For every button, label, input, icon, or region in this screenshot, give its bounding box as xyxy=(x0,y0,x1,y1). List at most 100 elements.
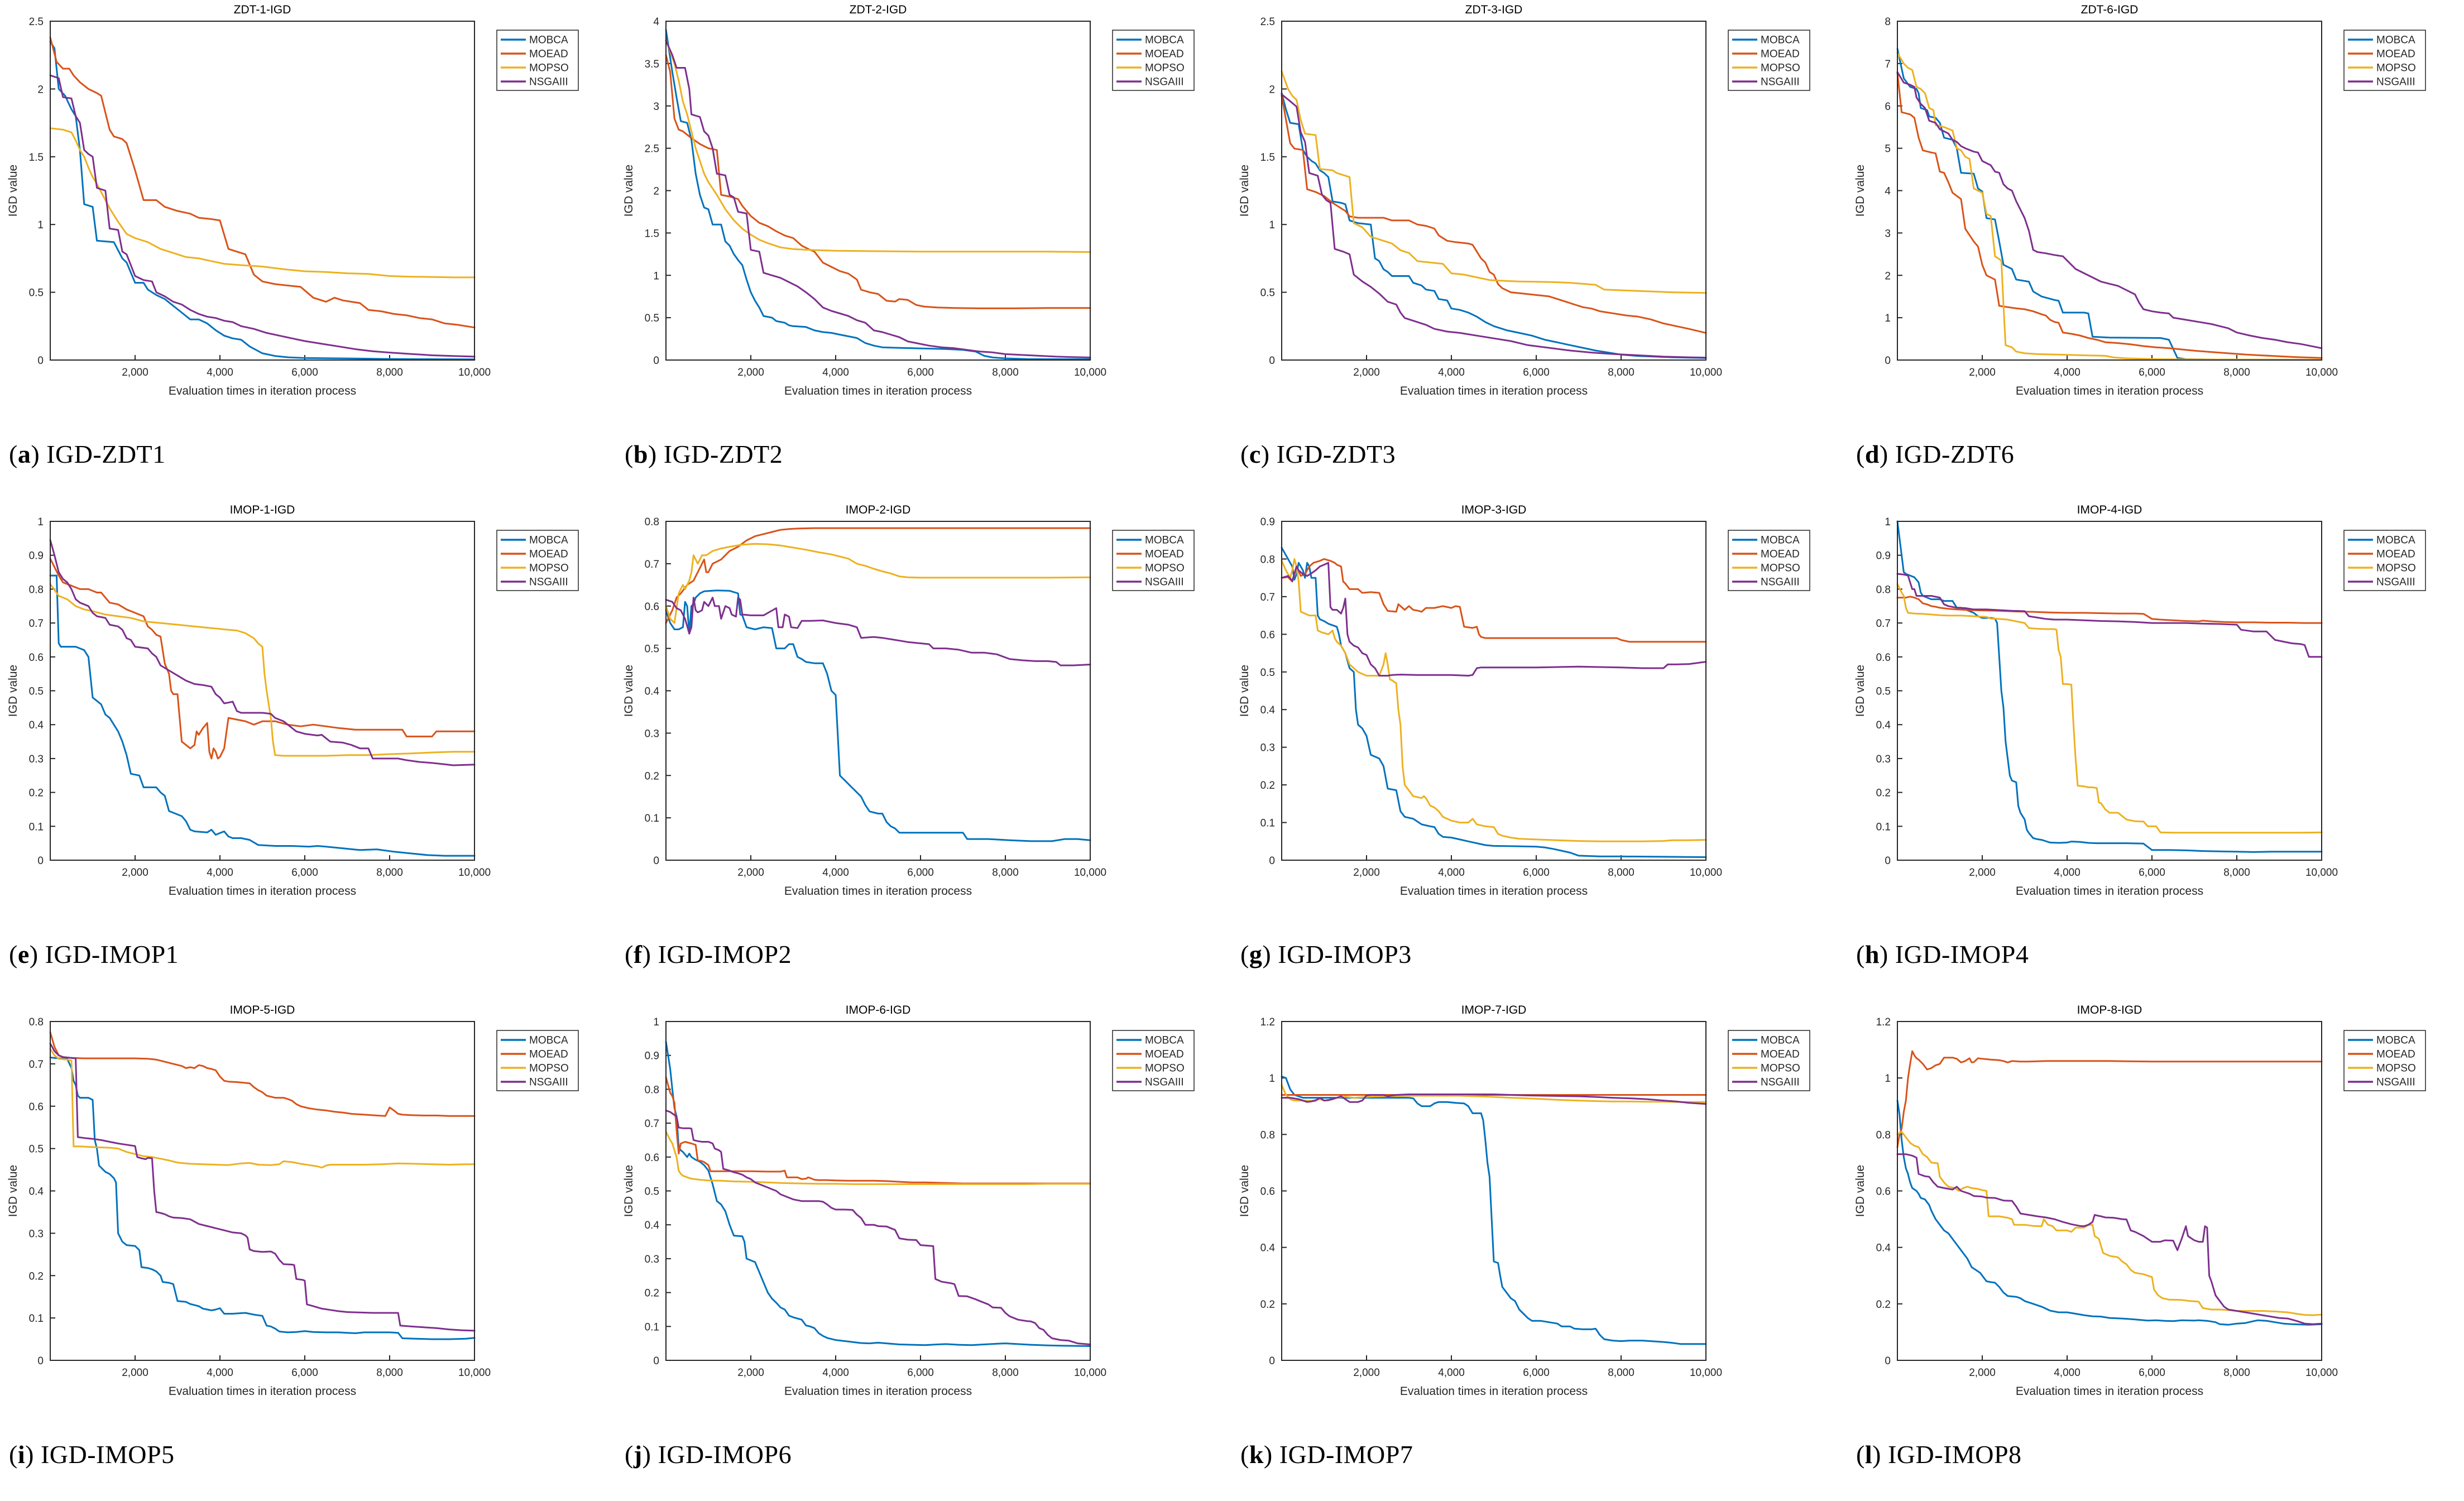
y-tick-label: 0.8 xyxy=(1876,584,1891,596)
legend-label-NSGAIII: NSGAIII xyxy=(1145,76,1184,88)
chart-title: IMOP-2-IGD xyxy=(846,503,911,516)
caption-letter: g xyxy=(1249,939,1263,968)
y-tick-label: 0.6 xyxy=(1876,652,1891,664)
caption-letter: b xyxy=(633,439,648,468)
x-tick-label: 6,000 xyxy=(1523,867,1550,879)
caption-paren-close: ) xyxy=(1260,439,1270,468)
plot-box xyxy=(665,521,1091,861)
y-tick-label: 0.4 xyxy=(645,1220,660,1231)
y-tick-label: 2.5 xyxy=(645,143,659,155)
x-tick-label: 10,000 xyxy=(458,867,491,879)
plot-box xyxy=(1897,521,2322,861)
y-tick-label: 4 xyxy=(1885,186,1891,198)
y-tick-label: 4 xyxy=(653,16,659,28)
series-line-MOPSO xyxy=(665,543,1091,624)
y-tick-label: 3.5 xyxy=(645,59,659,70)
caption-paren-open: ( xyxy=(1240,439,1249,468)
y-tick-label: 0 xyxy=(653,1355,659,1367)
series-line-MOBCA xyxy=(665,1040,1091,1347)
chart-svg-IMOP-1-IGD: IMOP-1-IGD 0 0.1 0.2 0.3 0.4 0.5 0.6 0.7 0.8 0.9 1 2… xyxy=(7,503,579,898)
plot-box xyxy=(665,1021,1091,1361)
x-axis-label: Evaluation times in iteration process xyxy=(784,885,972,898)
legend-label-MOPSO: MOPSO xyxy=(2376,63,2416,74)
y-tick-label: 0 xyxy=(1269,1355,1275,1367)
series-line-MOPSO xyxy=(1281,70,1707,294)
legend-box: MOBCA MOEAD MOPSO NSGAIII xyxy=(1728,30,1810,91)
legend-box: MOBCA MOEAD MOPSO NSGAIII xyxy=(1728,530,1810,591)
caption-label: IGD-IMOP1 xyxy=(45,939,179,968)
x-tick-label: 4,000 xyxy=(2054,367,2081,378)
caption-label: IGD-ZDT2 xyxy=(663,439,783,468)
chart-caption-a: (a) IGD-ZDT1 xyxy=(0,407,616,500)
caption-paren-close: ) xyxy=(1262,939,1272,968)
x-tick-label: 2,000 xyxy=(122,867,148,879)
x-tick-label: 8,000 xyxy=(376,867,403,879)
y-tick-label: 0 xyxy=(37,855,44,867)
series-line-MOPSO xyxy=(1896,583,2323,834)
x-tick-label: 4,000 xyxy=(2054,867,2081,879)
legend-box: MOBCA MOEAD MOPSO NSGAIII xyxy=(496,30,579,91)
y-tick-label: 2 xyxy=(653,186,659,198)
legend-label-MOBCA: MOBCA xyxy=(1761,535,1800,546)
y-tick-label: 1 xyxy=(1885,516,1891,528)
y-tick-label: 0.2 xyxy=(1876,1299,1891,1311)
caption-paren-open: ( xyxy=(9,439,18,468)
caption-letter-group: (e) xyxy=(9,939,39,969)
x-tick-label: 6,000 xyxy=(2139,1367,2165,1379)
caption-letter: j xyxy=(633,1440,643,1469)
x-axis-label: Evaluation times in iteration process xyxy=(169,885,356,898)
x-tick-label: 6,000 xyxy=(291,867,318,879)
x-tick-label: 10,000 xyxy=(458,1367,491,1379)
series-line-MOEAD xyxy=(49,558,476,760)
legend-label-MOPSO: MOPSO xyxy=(1145,563,1185,574)
chart-title: IMOP-1-IGD xyxy=(230,503,295,516)
caption-letter-group: (k) xyxy=(1240,1440,1273,1469)
x-tick-label: 6,000 xyxy=(291,1367,318,1379)
y-tick-label: 1.5 xyxy=(1260,152,1275,164)
legend-box: MOBCA MOEAD MOPSO NSGAIII xyxy=(496,1030,579,1091)
legend-label-MOBCA: MOBCA xyxy=(1145,1035,1184,1047)
legend-box: MOBCA MOEAD MOPSO NSGAIII xyxy=(2343,1030,2426,1091)
series-line-MOEAD xyxy=(665,54,1091,309)
y-tick-label: 0.1 xyxy=(29,1313,44,1325)
x-tick-label: 8,000 xyxy=(1608,367,1634,378)
y-tick-label: 0.5 xyxy=(1876,686,1891,698)
x-axis-label: Evaluation times in iteration process xyxy=(1400,385,1588,397)
caption-label: IGD-IMOP2 xyxy=(658,939,792,968)
legend-label-NSGAIII: NSGAIII xyxy=(1145,1077,1184,1088)
chart-caption-c: (c) IGD-ZDT3 xyxy=(1231,407,1847,500)
legend-box: MOBCA MOEAD MOPSO NSGAIII xyxy=(1112,530,1195,591)
x-tick-label: 4,000 xyxy=(822,867,849,879)
legend-label-MOBCA: MOBCA xyxy=(2376,535,2415,546)
caption-paren-open: ( xyxy=(625,439,634,468)
y-tick-label: 0.8 xyxy=(29,584,44,596)
legend-border xyxy=(2343,30,2426,91)
y-tick-label: 2 xyxy=(1885,270,1891,282)
x-tick-label: 8,000 xyxy=(2223,367,2250,378)
caption-paren-close: ) xyxy=(25,1440,34,1469)
x-tick-label: 2,000 xyxy=(1969,1367,1996,1379)
y-tick-label: 0.5 xyxy=(1260,287,1275,299)
y-tick-label: 0.8 xyxy=(1260,554,1275,565)
y-tick-label: 0.8 xyxy=(1876,1129,1891,1141)
chart-svg-ZDT-6-IGD: ZDT-6-IGD 0 1 2 3 4 5 6 7 8 2,000 4,000 6,000 8,000 10… xyxy=(1854,3,2426,397)
series-line-MOBCA xyxy=(49,574,476,857)
legend-label-MOPSO: MOPSO xyxy=(1145,63,1185,74)
y-tick-label: 1.2 xyxy=(1260,1016,1275,1028)
y-tick-label: 0.2 xyxy=(1260,1299,1275,1311)
chart-svg-IMOP-3-IGD: IMOP-3-IGD 0 0.1 0.2 0.3 0.4 0.5 0.6 0.7 0.8 0.9 2,… xyxy=(1238,503,1810,898)
y-tick-label: 1.2 xyxy=(1876,1016,1891,1028)
y-tick-label: 2.5 xyxy=(1260,16,1275,28)
x-tick-label: 2,000 xyxy=(1969,867,1996,879)
y-tick-label: 0.2 xyxy=(29,788,44,799)
x-tick-label: 4,000 xyxy=(207,1367,233,1379)
legend-border xyxy=(496,1030,579,1091)
y-axis-label: IGD value xyxy=(1238,665,1251,717)
series-line-MOBCA xyxy=(49,1057,476,1340)
chart-title: IMOP-6-IGD xyxy=(846,1004,911,1016)
x-axis-label: Evaluation times in iteration process xyxy=(2016,885,2203,898)
y-tick-label: 0.8 xyxy=(1260,1129,1275,1141)
caption-paren-open: ( xyxy=(1856,1440,1865,1469)
y-axis-label: IGD value xyxy=(1238,165,1251,217)
chart-cell-IMOP-3-IGD: IMOP-3-IGD 0 0.1 0.2 0.3 0.4 0.5 0.6 0.7 0.8 0.9 2,… xyxy=(1231,500,1847,1000)
